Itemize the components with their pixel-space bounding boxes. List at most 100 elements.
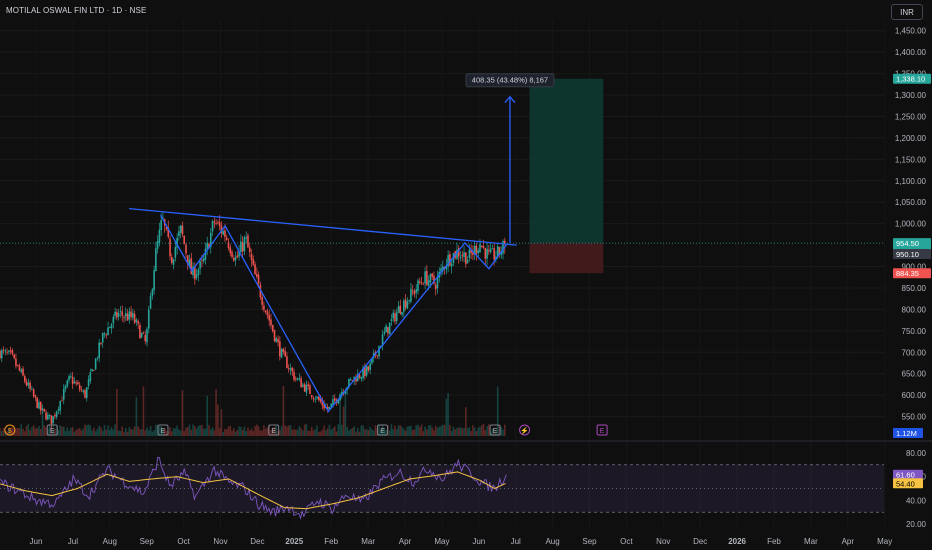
volume-bar: [294, 429, 297, 436]
volume-bar: [78, 427, 81, 436]
y-tick-label: 900.00: [902, 263, 927, 272]
volume-bar: [225, 429, 228, 436]
candle-body: [194, 267, 196, 280]
volume-bar: [165, 430, 168, 436]
candle-body: [482, 245, 485, 248]
candle-body: [275, 338, 278, 342]
volume-bar: [188, 424, 191, 436]
volume-bar: [411, 430, 414, 436]
volume-bar: [217, 404, 219, 436]
volume-bar: [369, 426, 371, 436]
volume-bar: [479, 426, 481, 436]
candle-body: [232, 258, 235, 261]
candle-body: [418, 281, 421, 283]
volume-bar: [147, 430, 150, 436]
volume-bar: [360, 425, 363, 436]
candle-body: [121, 311, 124, 316]
volume-bar: [0, 427, 1, 436]
volume-bar: [47, 428, 49, 436]
volume-bar: [291, 429, 294, 436]
volume-bar: [61, 426, 63, 436]
candle-body: [54, 415, 56, 417]
y-tick-label: 800.00: [902, 305, 927, 314]
candle-body: [68, 376, 70, 381]
y-tick-label: 700.00: [902, 348, 927, 357]
volume-bar: [68, 430, 70, 436]
x-tick-label: 2026: [728, 537, 746, 546]
volume-bar: [199, 425, 201, 436]
volume-bar: [349, 429, 352, 436]
dividend-marker-label: $: [8, 428, 12, 435]
candle-body: [457, 248, 460, 257]
y-tick-label: 1,450.00: [895, 27, 927, 36]
candle-body: [144, 335, 147, 342]
volume-bar: [158, 426, 161, 436]
candle-body: [264, 310, 267, 312]
volume-bar: [181, 390, 184, 436]
currency-button[interactable]: INR: [891, 4, 923, 20]
volume-bar: [50, 427, 53, 436]
candle-body: [15, 358, 17, 366]
x-tick-label: Mar: [361, 537, 375, 546]
candle-body: [101, 333, 104, 343]
x-tick-label: Nov: [213, 537, 227, 546]
candle-body: [149, 296, 152, 309]
candle-body: [503, 240, 506, 244]
candle-body: [257, 274, 260, 284]
volume-bar: [314, 429, 317, 436]
candle-body: [153, 270, 155, 291]
candle-body: [293, 371, 295, 380]
candle-body: [307, 384, 309, 386]
candle-body: [234, 257, 237, 261]
candle-body: [0, 350, 1, 359]
volume-bar: [305, 424, 308, 436]
candle-body: [390, 319, 393, 321]
volume-bar: [240, 427, 242, 436]
candle-body: [380, 345, 382, 347]
volume-bar: [459, 426, 462, 436]
candle-body: [408, 300, 410, 301]
candle-body: [112, 316, 115, 324]
candle-body: [378, 346, 380, 357]
volume-badge: [893, 428, 923, 438]
candle-body: [84, 390, 86, 398]
x-tick-label: Feb: [767, 537, 781, 546]
candle-body: [55, 411, 58, 417]
candle-body: [381, 334, 384, 346]
volume-bar: [0, 431, 3, 436]
volume-bar: [383, 428, 386, 436]
volume-bar: [502, 429, 504, 436]
candle-body: [459, 256, 462, 259]
candle-body: [211, 220, 214, 232]
volume-bar: [84, 424, 86, 436]
x-tick-label: May: [877, 537, 892, 546]
volume-bar: [146, 427, 148, 436]
volume-bar: [310, 426, 313, 436]
volume-bar: [420, 424, 423, 436]
volume-bar: [495, 430, 497, 436]
volume-bar: [286, 426, 288, 436]
volume-bar: [9, 427, 12, 436]
candle-body: [89, 372, 92, 381]
y-tick-label: 1,050.00: [895, 198, 927, 207]
volume-bar: [32, 425, 35, 436]
candle-body: [103, 333, 106, 335]
volume-bar: [348, 430, 350, 436]
earnings-marker-label: E: [380, 428, 385, 435]
candle-body: [124, 313, 127, 317]
volume-bar: [80, 430, 83, 436]
volume-bar: [404, 430, 407, 436]
candle-body: [489, 248, 492, 253]
target-zone: [529, 78, 604, 244]
volume-bar: [410, 425, 412, 436]
candle-body: [240, 241, 242, 253]
candle-body: [395, 312, 398, 322]
x-tick-label: Oct: [177, 537, 190, 546]
volume-bar: [209, 429, 212, 436]
volume-bar: [169, 426, 171, 436]
volume-bar: [132, 429, 134, 436]
volume-bar: [23, 431, 26, 436]
candle-body: [133, 313, 136, 323]
candle-body: [85, 387, 88, 398]
